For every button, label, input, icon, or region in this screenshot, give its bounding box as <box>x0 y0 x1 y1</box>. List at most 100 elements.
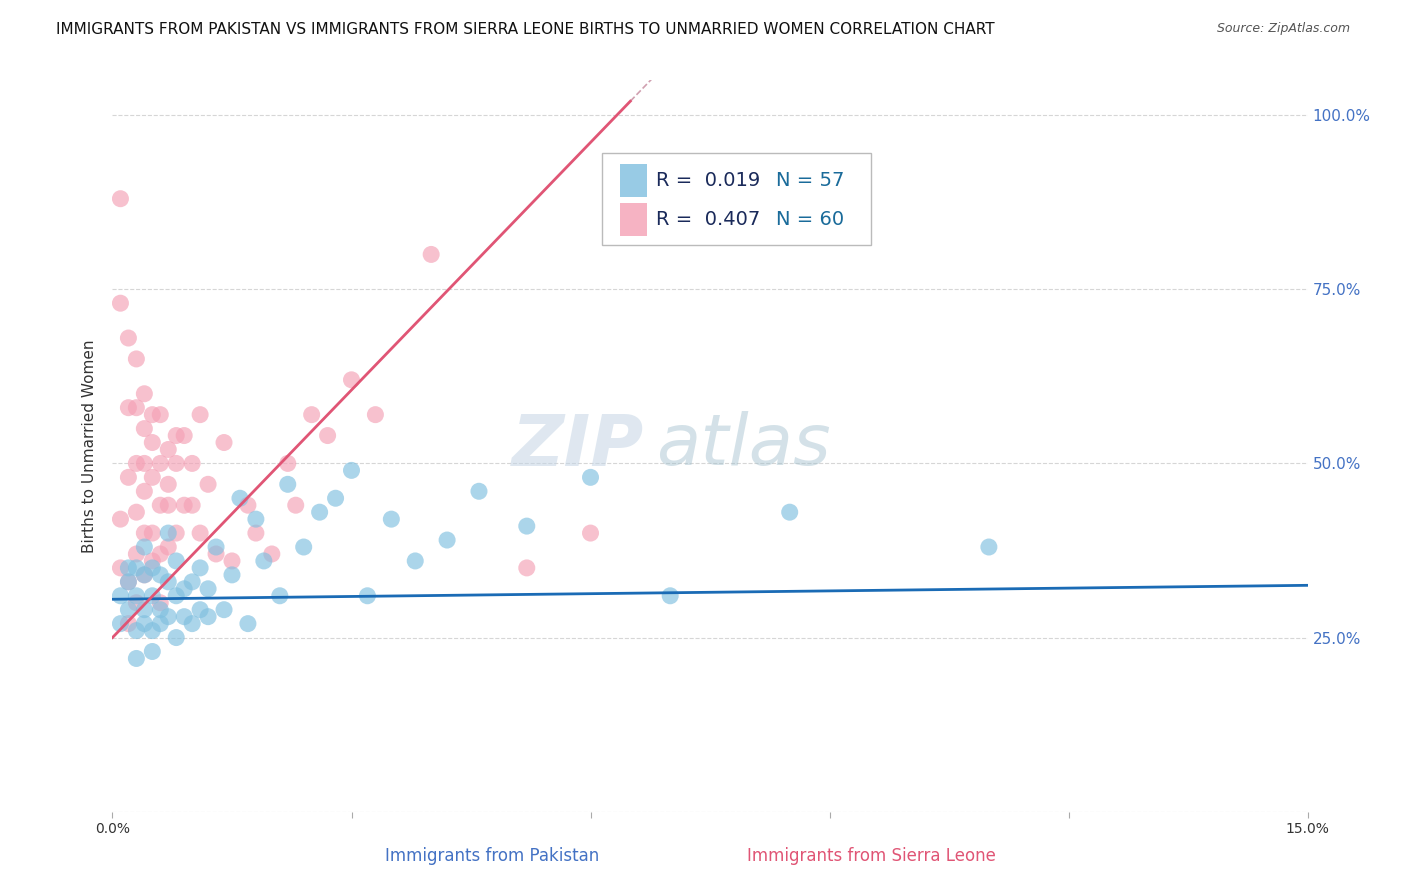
Point <box>110 296 132 310</box>
Point <box>141 624 163 638</box>
Point <box>134 457 156 471</box>
Point <box>117 470 139 484</box>
Point <box>308 505 330 519</box>
Point <box>197 582 219 596</box>
Point <box>188 603 211 617</box>
Point <box>125 589 148 603</box>
Point <box>134 616 156 631</box>
Point <box>165 457 187 471</box>
Point <box>134 567 156 582</box>
Point <box>125 351 148 366</box>
Point <box>134 386 156 401</box>
FancyBboxPatch shape <box>603 153 872 244</box>
Point <box>181 574 204 589</box>
Point <box>110 616 132 631</box>
Point <box>779 505 801 519</box>
Point <box>659 589 682 603</box>
Point <box>173 428 195 442</box>
Point <box>141 470 163 484</box>
Point <box>188 526 211 541</box>
Point <box>977 540 1000 554</box>
Point <box>173 582 195 596</box>
Point <box>141 561 163 575</box>
Point <box>149 457 172 471</box>
Point <box>468 484 491 499</box>
Point <box>110 561 132 575</box>
Point <box>165 428 187 442</box>
Point <box>110 589 132 603</box>
Point <box>165 526 187 541</box>
Point <box>212 435 235 450</box>
Point <box>157 442 180 457</box>
Point <box>221 567 243 582</box>
Point <box>356 589 378 603</box>
Point <box>149 603 172 617</box>
Point <box>110 512 132 526</box>
Point <box>117 401 139 415</box>
Point <box>134 603 156 617</box>
Point <box>340 373 363 387</box>
Point <box>141 554 163 568</box>
Point <box>157 609 180 624</box>
Point <box>188 408 211 422</box>
Text: R =  0.019: R = 0.019 <box>657 171 761 190</box>
Point <box>117 561 139 575</box>
Point <box>260 547 283 561</box>
Text: Immigrants from Pakistan: Immigrants from Pakistan <box>385 847 599 864</box>
Text: R =  0.407: R = 0.407 <box>657 210 761 228</box>
Point <box>134 567 156 582</box>
Point <box>197 609 219 624</box>
Bar <box>620 164 647 197</box>
Text: Immigrants from Sierra Leone: Immigrants from Sierra Leone <box>747 847 997 864</box>
Point <box>125 457 148 471</box>
Point <box>181 457 204 471</box>
Point <box>125 505 148 519</box>
Point <box>181 498 204 512</box>
Point <box>157 526 180 541</box>
Point <box>117 331 139 345</box>
Text: atlas: atlas <box>657 411 831 481</box>
Point <box>117 603 139 617</box>
Point <box>117 574 139 589</box>
Bar <box>620 202 647 235</box>
Point <box>212 603 235 617</box>
Point <box>117 574 139 589</box>
Point <box>125 596 148 610</box>
Point <box>117 616 139 631</box>
Point <box>181 616 204 631</box>
Point <box>141 589 163 603</box>
Point <box>125 547 148 561</box>
Point <box>579 526 602 541</box>
Text: IMMIGRANTS FROM PAKISTAN VS IMMIGRANTS FROM SIERRA LEONE BIRTHS TO UNMARRIED WOM: IMMIGRANTS FROM PAKISTAN VS IMMIGRANTS F… <box>56 22 995 37</box>
Point <box>404 554 426 568</box>
Point <box>157 540 180 554</box>
Point <box>292 540 315 554</box>
Point <box>516 561 538 575</box>
Point <box>157 498 180 512</box>
Point <box>141 644 163 658</box>
Point <box>141 526 163 541</box>
Point <box>134 540 156 554</box>
Text: N = 57: N = 57 <box>776 171 844 190</box>
Point <box>165 554 187 568</box>
Point <box>125 401 148 415</box>
Point <box>364 408 387 422</box>
Y-axis label: Births to Unmarried Women: Births to Unmarried Women <box>82 339 97 553</box>
Point <box>173 609 195 624</box>
Point <box>125 624 148 638</box>
Point <box>316 428 339 442</box>
Point <box>141 435 163 450</box>
Point <box>205 547 228 561</box>
Point <box>188 561 211 575</box>
Point <box>516 519 538 533</box>
Point <box>197 477 219 491</box>
Point <box>149 547 172 561</box>
Point <box>229 491 252 506</box>
Point <box>436 533 458 547</box>
Point <box>277 477 299 491</box>
Text: N = 60: N = 60 <box>776 210 844 228</box>
Point <box>236 616 259 631</box>
Point <box>420 247 443 261</box>
Point <box>134 484 156 499</box>
Point <box>221 554 243 568</box>
